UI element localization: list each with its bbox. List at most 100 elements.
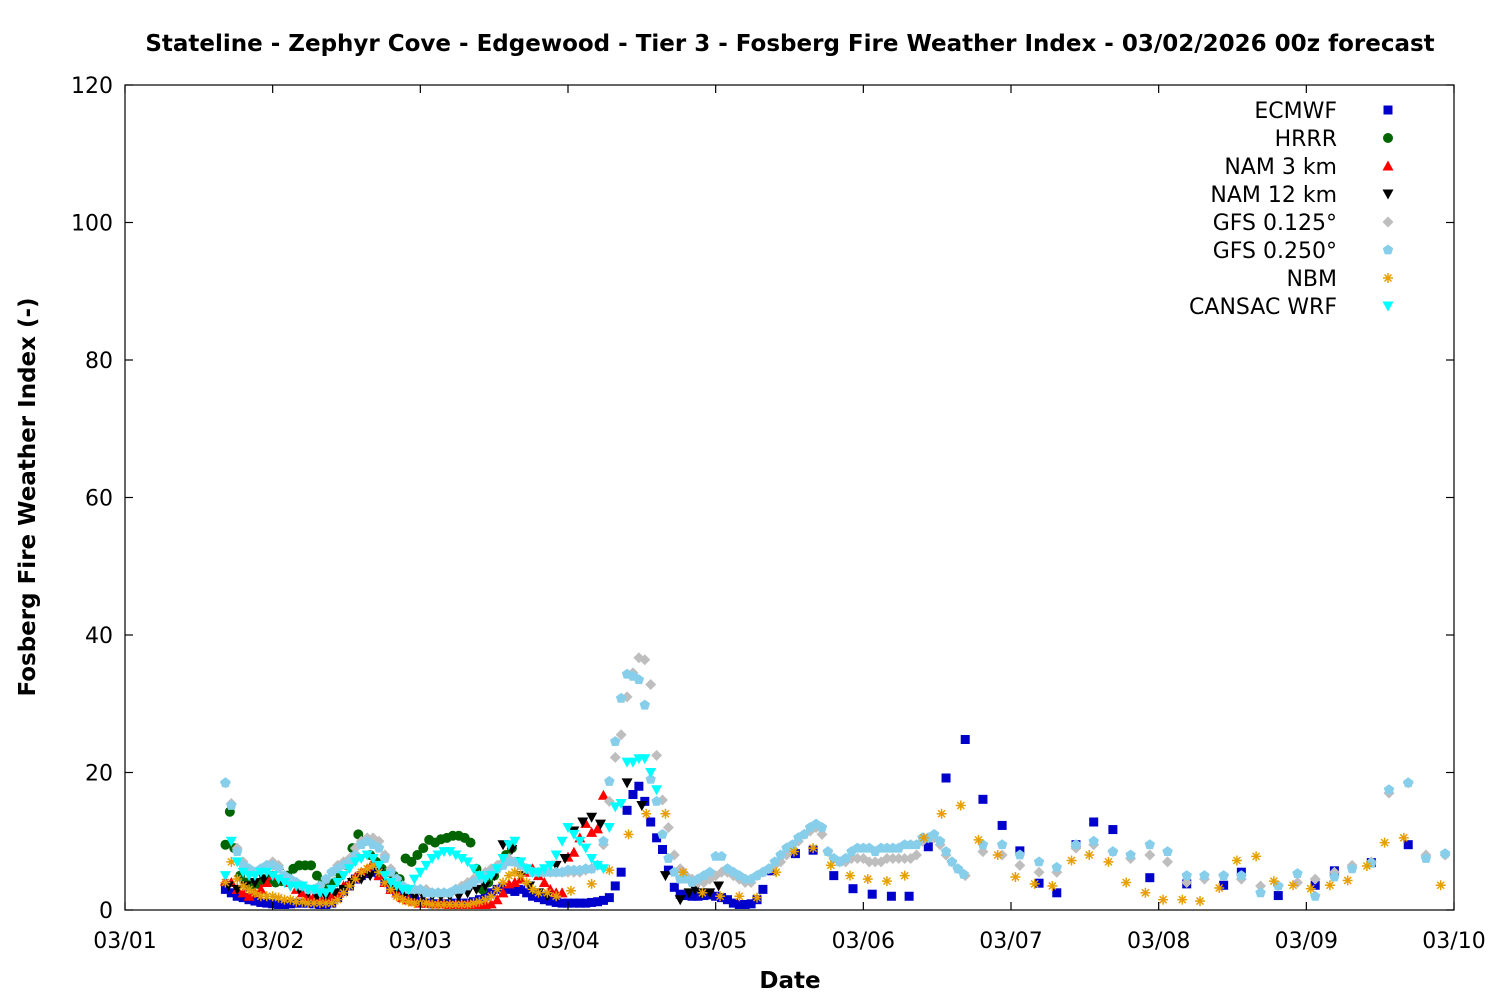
- data-point: [278, 878, 290, 888]
- data-point: [663, 865, 673, 875]
- data-point: [544, 860, 556, 871]
- data-point: [1324, 880, 1335, 891]
- data-point: [485, 898, 497, 909]
- data-point: [586, 812, 598, 823]
- legend-label: ECMWF: [1254, 99, 1337, 124]
- data-point: [788, 846, 799, 857]
- data-point: [373, 842, 385, 853]
- data-point: [716, 850, 727, 861]
- legend-marker: [1383, 273, 1393, 283]
- x-tick-label: 03/02: [241, 929, 304, 954]
- data-point: [551, 897, 561, 907]
- data-point: [538, 864, 550, 875]
- data-point: [1255, 887, 1266, 898]
- series-cansac-wrf: [219, 754, 663, 899]
- data-point: [740, 900, 750, 909]
- x-axis-title: Date: [759, 968, 820, 994]
- data-point: [722, 895, 732, 905]
- data-point: [418, 843, 429, 854]
- legend-label: NAM 12 km: [1210, 183, 1337, 208]
- data-point: [273, 863, 284, 874]
- data-point: [581, 898, 591, 908]
- legend-label: CANSAC WRF: [1189, 295, 1337, 320]
- data-point: [634, 781, 644, 791]
- data-point: [887, 852, 899, 864]
- data-point: [379, 852, 391, 863]
- y-axis-title: Fosberg Fire Weather Index (-): [15, 297, 41, 696]
- data-point: [598, 835, 609, 846]
- data-point: [238, 893, 248, 903]
- data-point: [663, 852, 674, 863]
- x-tick-label: 03/05: [684, 929, 747, 954]
- data-point: [515, 870, 526, 881]
- data-point: [1177, 894, 1188, 905]
- x-tick-label: 03/10: [1422, 929, 1485, 954]
- data-point: [580, 843, 592, 854]
- data-point: [532, 867, 544, 878]
- x-tick-label: 03/03: [389, 929, 452, 954]
- data-point: [1047, 880, 1058, 891]
- data-point: [1107, 846, 1119, 856]
- data-point: [604, 865, 615, 876]
- data-point: [510, 886, 520, 896]
- data-point: [822, 846, 834, 856]
- data-point: [557, 898, 567, 908]
- data-point: [1305, 883, 1316, 894]
- data-point: [296, 887, 308, 898]
- data-point: [1310, 890, 1321, 901]
- data-point: [438, 899, 449, 910]
- data-point: [808, 843, 819, 854]
- data-point: [538, 877, 550, 887]
- data-point: [1108, 825, 1118, 835]
- data-point: [1014, 859, 1026, 871]
- data-point: [462, 899, 473, 910]
- data-point: [586, 853, 598, 864]
- data-point: [225, 836, 237, 847]
- data-point: [291, 896, 302, 907]
- legend-marker: [1382, 216, 1394, 228]
- data-point: [687, 891, 697, 901]
- data-point: [385, 878, 397, 888]
- data-point: [1033, 866, 1045, 878]
- data-point: [1144, 849, 1156, 861]
- data-point: [503, 840, 515, 851]
- data-point: [645, 773, 656, 784]
- data-point: [609, 802, 621, 813]
- x-tick-label: 03/04: [536, 929, 599, 954]
- data-point: [816, 822, 828, 832]
- data-point: [734, 891, 745, 902]
- data-point: [256, 897, 266, 907]
- data-point: [918, 832, 929, 843]
- data-point: [1383, 784, 1395, 795]
- data-point: [479, 874, 491, 885]
- data-point: [492, 884, 503, 895]
- x-tick-label: 03/07: [979, 929, 1042, 954]
- x-tick-label: 03/08: [1127, 929, 1190, 954]
- data-point: [675, 889, 685, 899]
- data-point: [1346, 863, 1358, 874]
- data-point: [361, 850, 373, 861]
- data-point: [704, 866, 715, 877]
- data-point: [598, 895, 608, 905]
- data-point: [320, 888, 332, 899]
- y-tick-label: 80: [85, 349, 113, 374]
- data-point: [338, 871, 350, 882]
- data-point: [1158, 894, 1169, 905]
- y-tick-label: 40: [85, 624, 113, 649]
- data-point: [509, 867, 520, 878]
- data-point: [645, 768, 657, 778]
- data-point: [414, 867, 426, 878]
- data-point: [412, 850, 423, 860]
- data-point: [651, 785, 663, 796]
- data-point: [255, 883, 267, 894]
- data-point: [587, 897, 597, 907]
- data-point: [261, 891, 272, 902]
- legend: ECMWF HRRR NAM 3 km NAM 12 km GFS 0.125° GFS …: [1189, 99, 1394, 320]
- data-point: [462, 857, 474, 868]
- data-point: [1255, 880, 1267, 892]
- data-point: [881, 852, 893, 864]
- data-point: [639, 754, 651, 765]
- data-point: [249, 878, 261, 888]
- data-point: [479, 881, 491, 892]
